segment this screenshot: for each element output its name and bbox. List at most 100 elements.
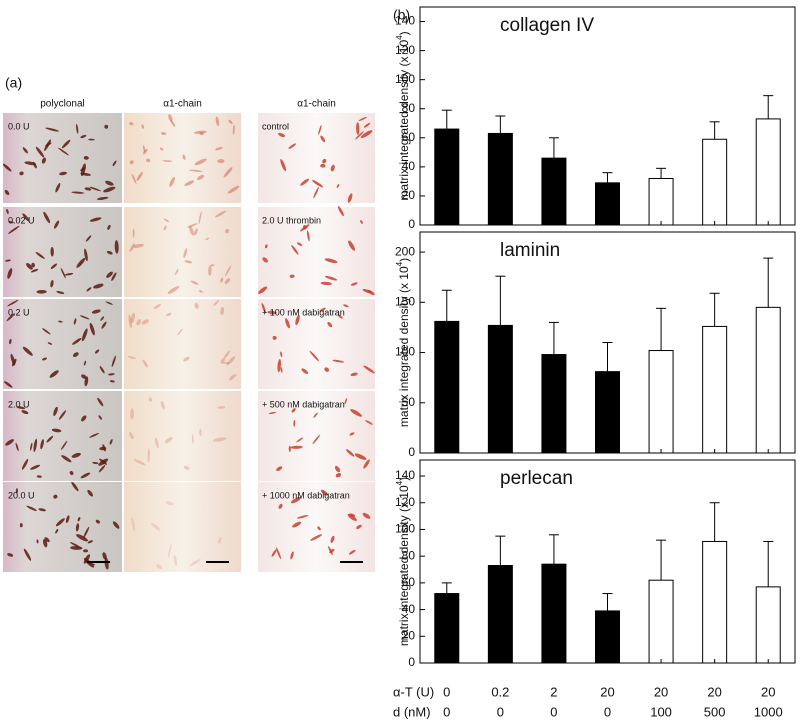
y-tick-label: 150	[395, 294, 415, 308]
vessel	[36, 539, 39, 544]
vessel	[187, 223, 198, 228]
vessel	[312, 180, 324, 188]
vessel	[217, 159, 225, 164]
vessel	[93, 283, 104, 289]
y-axis-label-part: )	[397, 258, 411, 262]
vessel	[76, 257, 86, 268]
vessel	[363, 122, 371, 128]
vessel	[131, 173, 137, 184]
row-label: 2.0 U thrombin	[262, 215, 321, 225]
vessel	[330, 164, 335, 172]
y-tick-label: 20	[402, 628, 416, 642]
vessel	[109, 439, 113, 445]
vessel	[363, 459, 370, 469]
vessel	[79, 315, 90, 320]
vessel	[199, 131, 204, 136]
vessel	[76, 534, 88, 542]
y-tick-label: 200	[395, 244, 415, 258]
vessel	[301, 368, 309, 374]
bar	[702, 540, 728, 664]
vessel	[107, 224, 111, 230]
vessel	[73, 318, 77, 325]
vessel	[162, 160, 173, 162]
vessel	[7, 299, 19, 307]
micrograph	[124, 113, 241, 203]
vessel	[309, 350, 319, 362]
vessel	[58, 410, 67, 420]
vessel	[159, 147, 164, 151]
vessel	[197, 174, 205, 180]
vessel	[272, 335, 277, 340]
vessel	[30, 464, 41, 470]
vessel	[4, 189, 10, 196]
x-tick-label: 500	[704, 704, 726, 719]
vessel	[81, 374, 87, 379]
vessel	[167, 543, 172, 558]
vessel	[289, 274, 295, 278]
x-tick-label: 100	[650, 704, 672, 719]
vessel	[33, 438, 38, 452]
vessel	[350, 282, 358, 286]
y-tick-label: 0	[408, 445, 415, 459]
vessel	[360, 220, 363, 224]
vessel	[354, 453, 367, 460]
vessel	[127, 356, 136, 359]
x-tick-label: 0	[497, 704, 504, 719]
bar	[487, 565, 513, 664]
y-tick-label: 50	[402, 395, 416, 409]
vessel	[356, 122, 360, 135]
vessel	[292, 521, 302, 528]
vessel	[278, 503, 283, 509]
vessel	[173, 555, 177, 567]
x-tick-label: 1000	[754, 704, 783, 719]
vessel	[355, 130, 365, 140]
vessel	[210, 264, 215, 267]
bar	[648, 579, 674, 664]
vessel	[84, 376, 89, 387]
vessel	[177, 328, 183, 336]
vessel	[224, 278, 231, 284]
vessel	[277, 358, 282, 373]
vessel	[26, 505, 37, 512]
vessel	[208, 265, 212, 276]
vessel	[220, 307, 225, 316]
vessel	[59, 171, 67, 176]
vessel	[220, 277, 224, 283]
bar	[702, 138, 728, 226]
micrograph	[124, 391, 241, 481]
vessel	[131, 517, 135, 531]
vessel	[6, 313, 15, 322]
vessel	[26, 263, 33, 270]
bar	[755, 586, 781, 664]
row-label: 2.0 U	[8, 399, 30, 409]
vessel	[229, 373, 237, 381]
vessel	[130, 312, 135, 324]
vessel	[35, 146, 45, 158]
vessel	[344, 397, 348, 405]
vessel	[98, 464, 106, 473]
y-tick-label: 140	[395, 468, 415, 482]
vessel	[167, 286, 180, 294]
x-tick-label: 20	[654, 684, 668, 699]
vessel	[42, 357, 47, 361]
vessel	[306, 230, 310, 242]
vessel	[83, 155, 89, 160]
vessel	[360, 130, 373, 139]
y-axis-label-part: matrix integrated density (x 10	[397, 40, 411, 201]
vessel	[183, 248, 188, 259]
vessel	[40, 439, 44, 450]
micrograph	[3, 299, 122, 389]
vessel	[363, 365, 375, 374]
micrograph	[3, 113, 122, 203]
vessel	[19, 171, 24, 176]
vessel	[60, 440, 68, 450]
vessel	[182, 154, 186, 160]
vessel	[295, 314, 300, 326]
bar	[755, 306, 781, 454]
vessel	[232, 124, 235, 135]
vessel	[69, 541, 82, 549]
vessel	[49, 370, 59, 378]
vessel	[134, 459, 146, 466]
vessel	[183, 356, 190, 362]
